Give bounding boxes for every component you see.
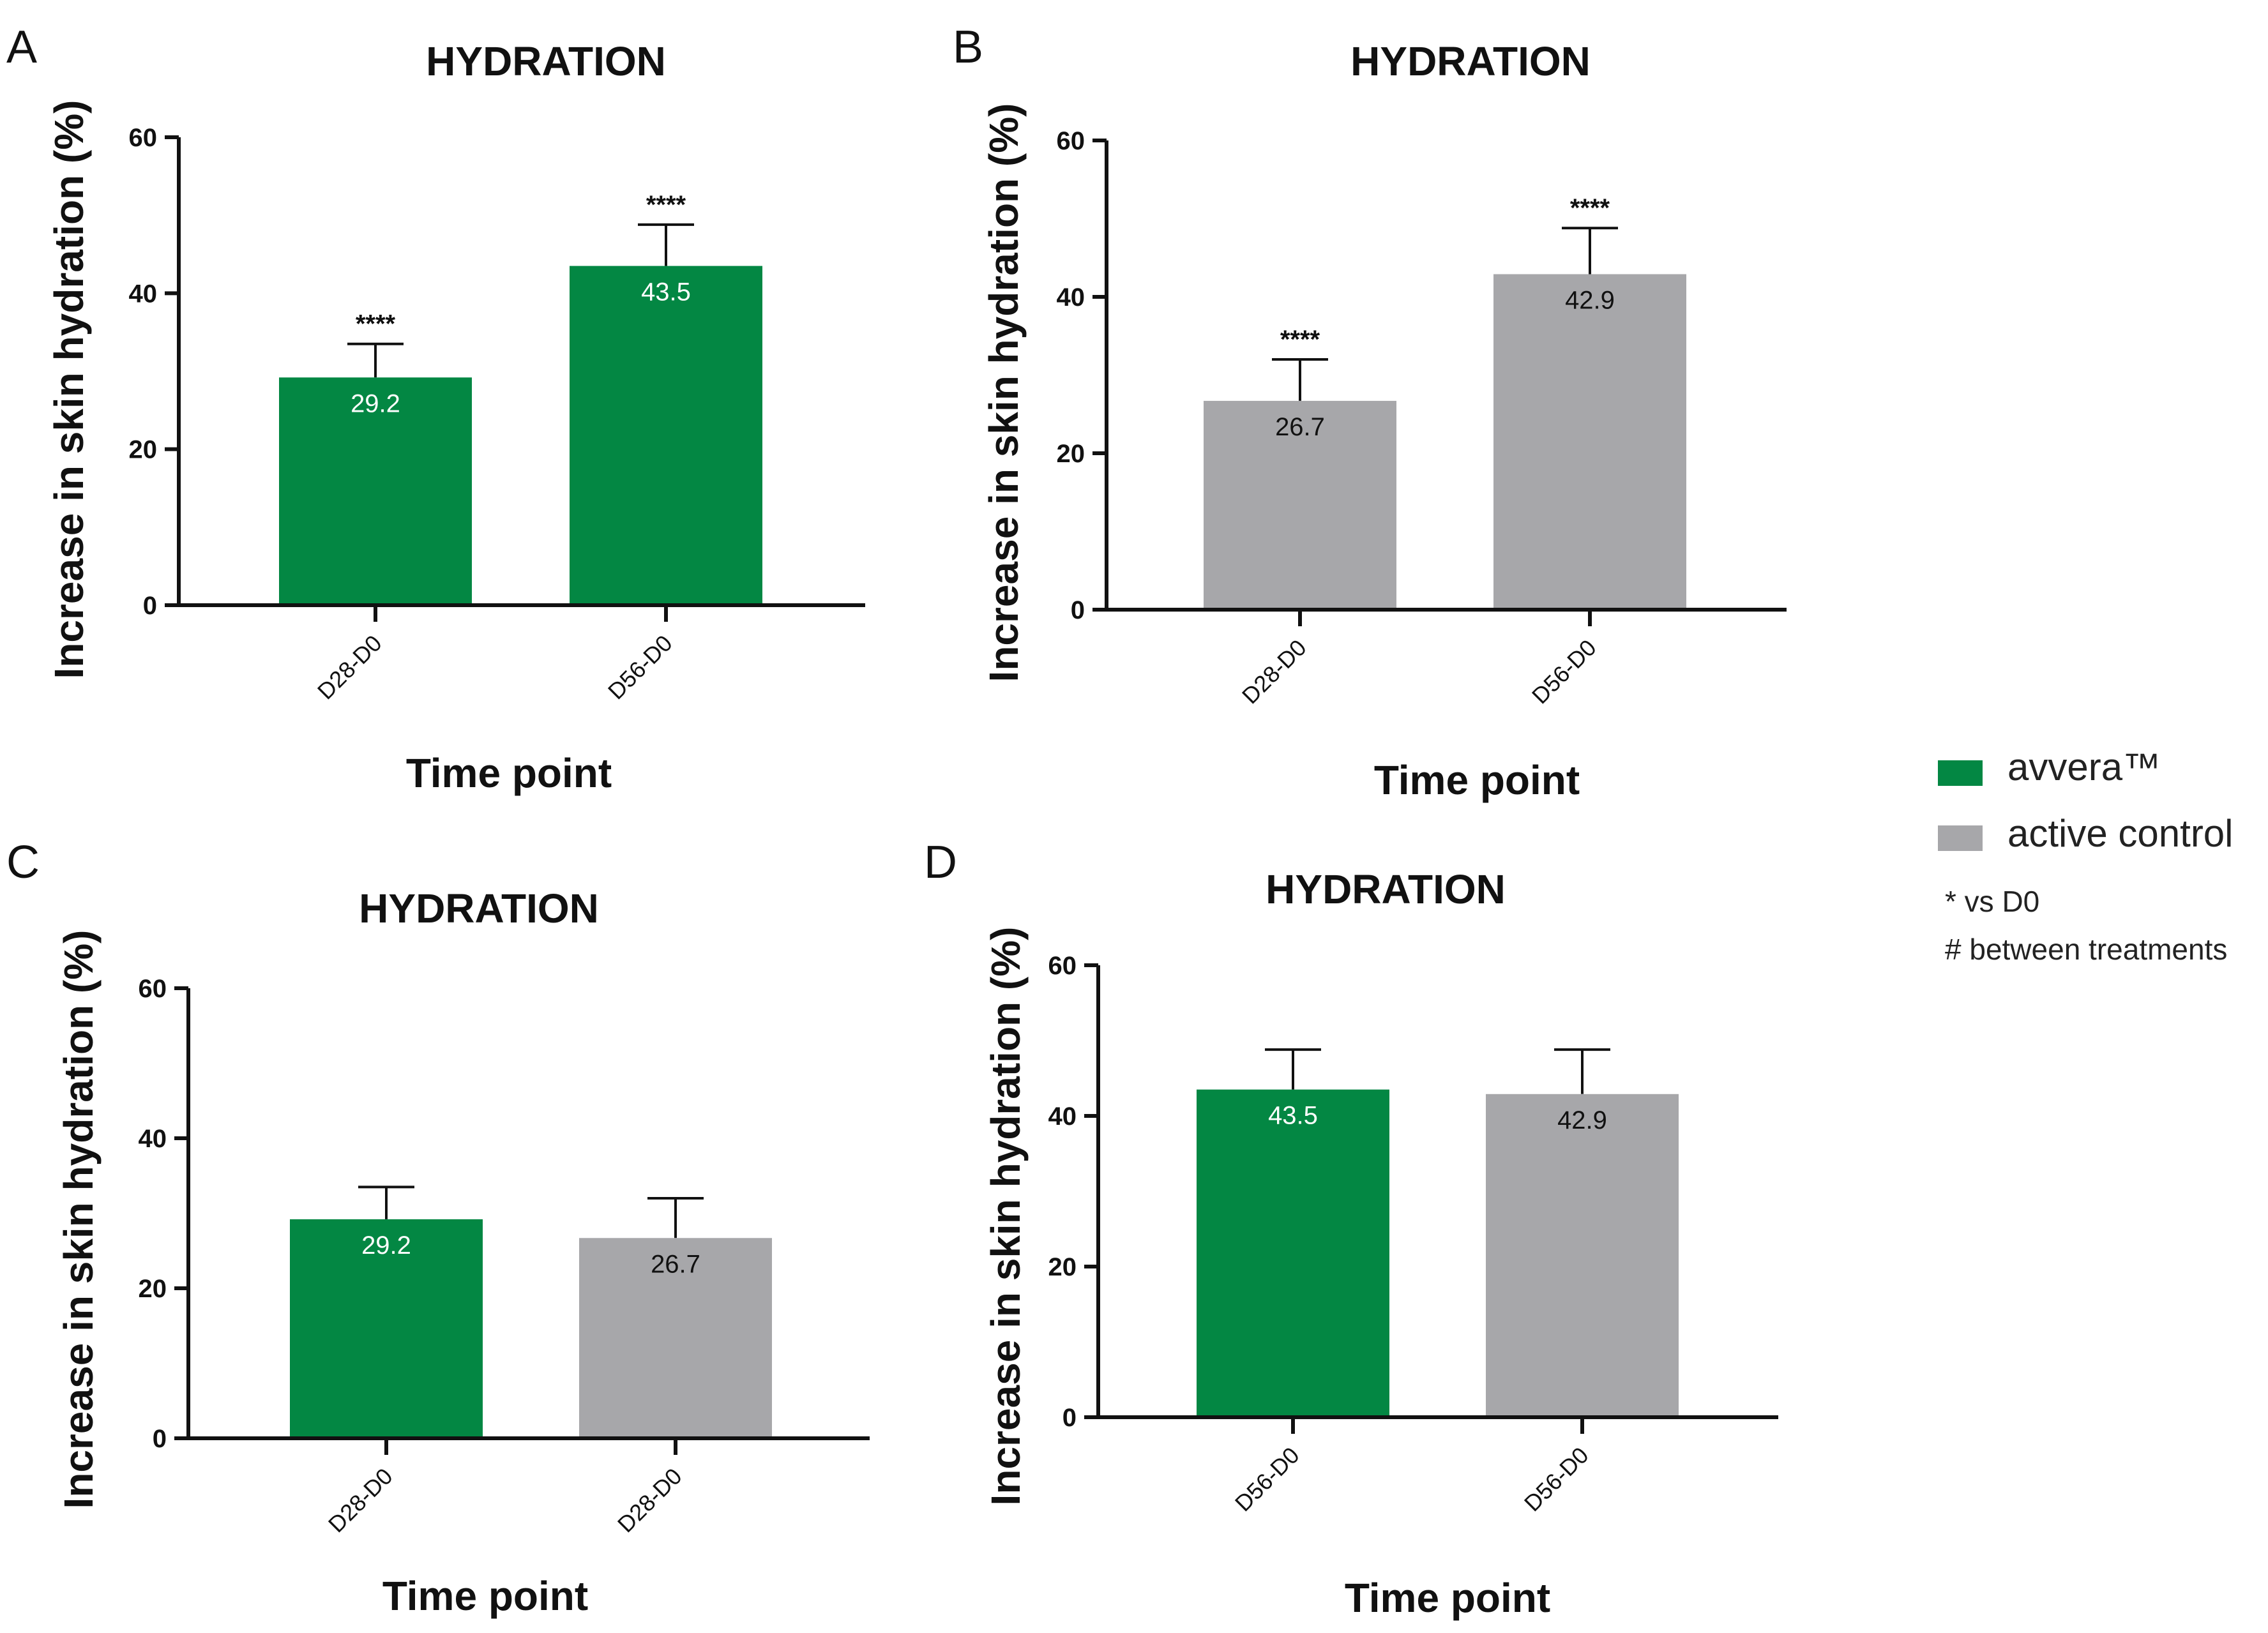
panel-a: A HYDRATION Increase in skin hydration (… [6, 22, 865, 796]
panel-letter-c: C [6, 837, 40, 888]
bar-d-2 [1486, 1094, 1679, 1417]
y-tick-label-b-20: 20 [1057, 440, 1085, 468]
significance-mark-a-1: **** [356, 310, 396, 338]
plot-d: 43.5 42.9 0 20 40 60 D56-D0 D56-D0 [1048, 952, 1778, 1517]
y-tick-label-b-0: 0 [1071, 596, 1085, 624]
panel-c: C HYDRATION Increase in skin hydration (… [6, 837, 870, 1619]
y-axis-title-c: Increase in skin hydration (%) [56, 930, 102, 1509]
bar-d-1 [1197, 1089, 1389, 1417]
x-tick-label-b-1: D28-D0 [1237, 635, 1312, 709]
bar-a-1 [279, 377, 472, 605]
y-axis-title-b: Increase in skin hydration (%) [981, 103, 1027, 682]
plot-c: 29.2 26.7 0 20 40 60 D28-D0 D28-D0 [139, 975, 870, 1537]
x-tick-label-d-2: D56-D0 [1519, 1442, 1594, 1517]
y-tick-label-a-20: 20 [129, 436, 158, 464]
bar-b-2 [1493, 274, 1686, 610]
y-axis-title-a: Increase in skin hydration (%) [46, 100, 92, 679]
x-tick-label-a-1: D28-D0 [312, 630, 387, 705]
plot-b: 26.7 **** 42.9 **** 0 20 40 60 D28-D0 D56-D0 [1057, 127, 1787, 709]
x-axis-title-d: Time point [1345, 1575, 1550, 1621]
legend: avvera™ active control * vs D0 # between… [1938, 746, 2234, 966]
bar-b-1 [1204, 400, 1396, 610]
y-tick-label-a-0: 0 [143, 592, 157, 620]
panel-letter-b: B [953, 22, 983, 73]
chart-title-d: HYDRATION [1266, 866, 1506, 912]
legend-note-vs-d0: * vs D0 [1945, 885, 2039, 918]
y-tick-label-c-20: 20 [139, 1275, 167, 1303]
panel-b: B HYDRATION Increase in skin hydration (… [953, 22, 1787, 803]
y-tick-label-a-40: 40 [129, 280, 158, 308]
plot-a: 29.2 **** 43.5 **** 0 20 40 60 D28-D0 D56-D0 [129, 124, 865, 705]
bar-value-label-d-1: 43.5 [1268, 1102, 1318, 1130]
y-tick-label-c-40: 40 [139, 1125, 167, 1153]
chart-title-a: HYDRATION [426, 38, 666, 84]
x-tick-label-d-1: D56-D0 [1230, 1442, 1304, 1517]
y-tick-label-d-0: 0 [1062, 1404, 1077, 1432]
x-tick-label-b-2: D56-D0 [1527, 635, 1601, 709]
significance-mark-b-2: **** [1570, 194, 1610, 222]
significance-mark-b-1: **** [1280, 326, 1320, 354]
y-tick-label-b-60: 60 [1057, 127, 1085, 155]
legend-note-between-treatments: # between treatments [1945, 933, 2227, 966]
bar-value-label-c-1: 29.2 [361, 1231, 411, 1260]
panel-d: D HYDRATION Increase in skin hydration (… [924, 837, 1778, 1621]
x-tick-label-a-2: D56-D0 [603, 630, 677, 705]
bar-value-label-c-2: 26.7 [651, 1250, 700, 1278]
bar-value-label-d-2: 42.9 [1557, 1106, 1607, 1134]
y-tick-label-d-40: 40 [1048, 1102, 1077, 1131]
y-tick-label-c-60: 60 [139, 975, 167, 1003]
legend-label-active-control: active control [2007, 812, 2234, 855]
y-tick-label-d-20: 20 [1048, 1253, 1077, 1281]
y-tick-label-a-60: 60 [129, 124, 158, 152]
bar-c-2 [579, 1238, 772, 1438]
chart-title-c: HYDRATION [359, 885, 599, 931]
y-tick-label-c-0: 0 [153, 1425, 167, 1453]
legend-label-avvera: avvera™ [2007, 746, 2161, 788]
bar-value-label-b-2: 42.9 [1565, 286, 1615, 314]
panel-letter-a: A [6, 22, 37, 73]
x-tick-label-c-1: D28-D0 [323, 1463, 398, 1538]
y-tick-label-d-60: 60 [1048, 952, 1077, 980]
y-axis-title-d: Increase in skin hydration (%) [983, 927, 1029, 1506]
y-tick-label-b-40: 40 [1057, 283, 1085, 312]
x-axis-title-c: Time point [382, 1573, 588, 1619]
x-axis-title-a: Time point [406, 750, 612, 796]
bar-c-1 [290, 1219, 483, 1438]
bar-value-label-a-2: 43.5 [641, 278, 691, 306]
panel-letter-d: D [924, 837, 957, 888]
legend-swatch-avvera [1938, 760, 1983, 786]
x-axis-title-b: Time point [1374, 757, 1580, 803]
bar-value-label-b-1: 26.7 [1275, 413, 1325, 441]
x-tick-label-c-2: D28-D0 [612, 1463, 687, 1538]
significance-mark-a-2: **** [646, 191, 686, 219]
legend-swatch-active-control [1938, 825, 1983, 851]
chart-title-b: HYDRATION [1350, 38, 1591, 84]
bar-a-2 [570, 266, 762, 605]
bar-value-label-a-1: 29.2 [351, 389, 400, 418]
